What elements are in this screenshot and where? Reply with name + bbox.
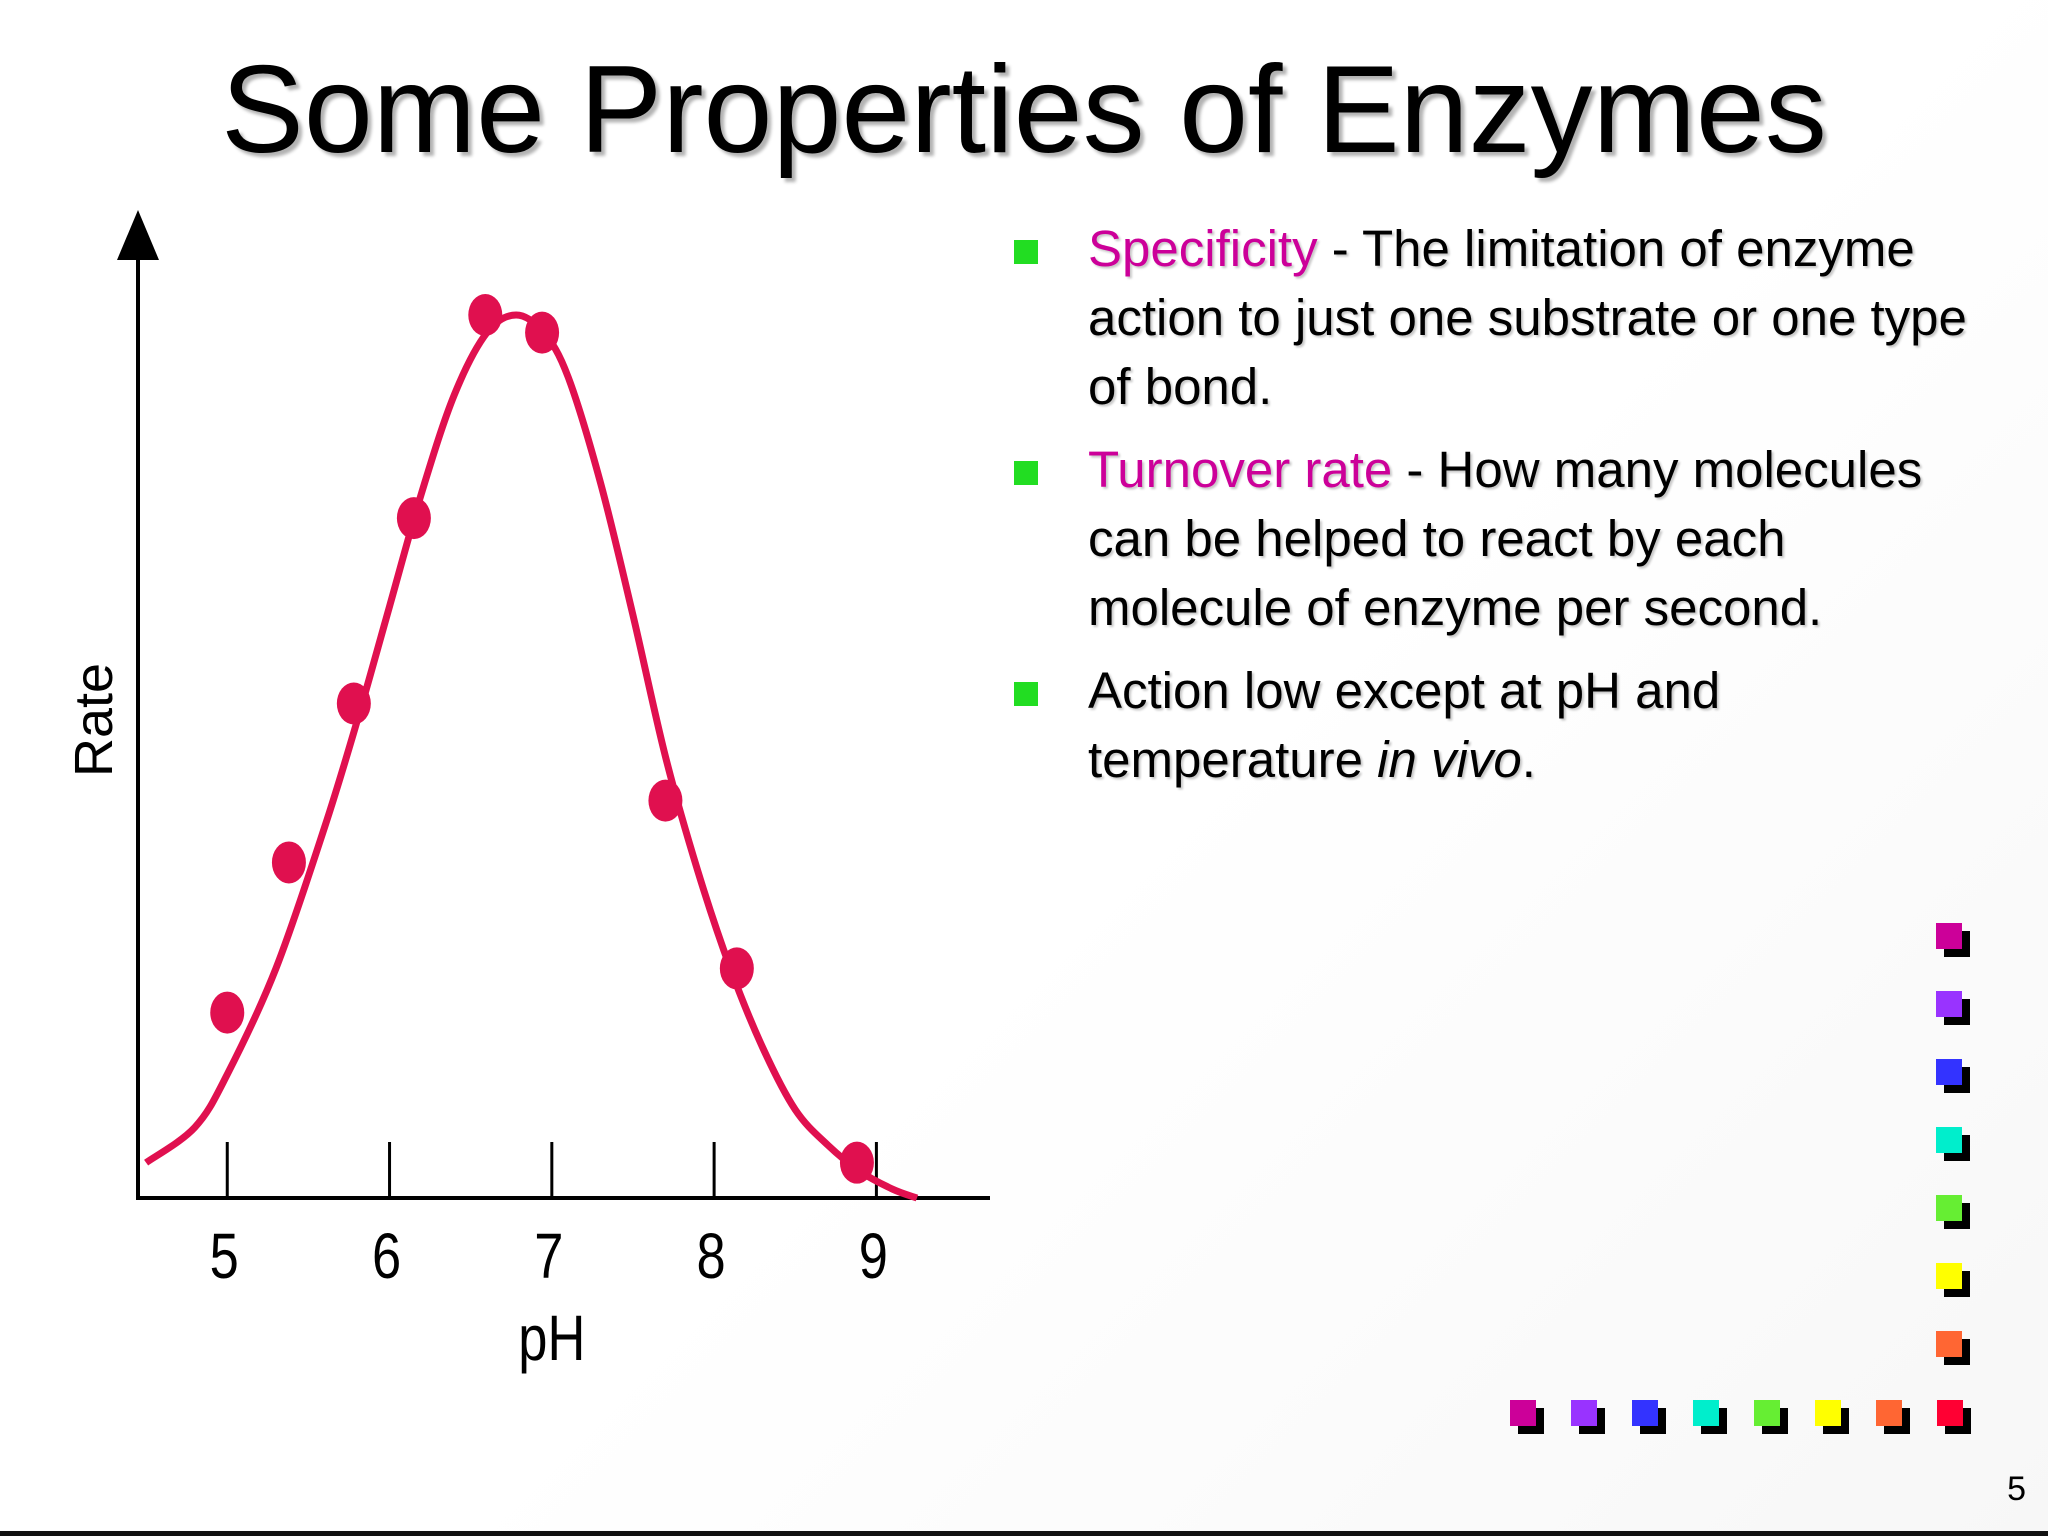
decorative-square-icon bbox=[1936, 1331, 1970, 1365]
bullet-marker-icon bbox=[1014, 461, 1038, 485]
bullet-specificity: Specificity - The limitation of enzyme a… bbox=[1000, 214, 2000, 421]
decorative-square-icon bbox=[1693, 1400, 1727, 1434]
bullet-text-end: . bbox=[1521, 731, 1536, 788]
slide-title: Some Properties of Enzymes bbox=[221, 41, 1827, 179]
decorative-square-icon bbox=[1936, 1263, 1970, 1297]
x-tick-label: 9 bbox=[859, 1221, 888, 1292]
y-axis-arrow-icon bbox=[117, 210, 159, 260]
decorative-square-icon bbox=[1632, 1400, 1666, 1434]
decorative-square-icon bbox=[1754, 1400, 1788, 1434]
x-tick-label: 6 bbox=[372, 1221, 401, 1292]
decorative-square-icon bbox=[1510, 1400, 1544, 1434]
data-point bbox=[271, 841, 306, 884]
bullet-action: Action low except at pH and temperature … bbox=[1000, 656, 2000, 794]
data-point bbox=[719, 947, 754, 990]
data-point bbox=[396, 497, 431, 540]
data-point bbox=[468, 294, 503, 336]
bullet-marker-icon bbox=[1014, 240, 1038, 264]
x-tick-label: 8 bbox=[697, 1221, 726, 1292]
bottom-rule bbox=[0, 1531, 2048, 1536]
data-point bbox=[210, 991, 245, 1034]
decorative-square-icon bbox=[1936, 1127, 1970, 1161]
decorative-square-icon bbox=[1815, 1400, 1849, 1434]
bullet-marker-icon bbox=[1014, 682, 1038, 706]
y-axis-label: Rate bbox=[64, 663, 124, 777]
decorative-square-icon bbox=[1936, 1059, 1970, 1093]
x-tick-label: 7 bbox=[534, 1221, 563, 1292]
bullet-list: Specificity - The limitation of enzyme a… bbox=[1000, 214, 2000, 808]
data-point bbox=[648, 779, 683, 822]
data-point bbox=[336, 682, 371, 725]
bullet-text: - How many molecules can be helped to re… bbox=[1088, 441, 1923, 636]
fit-curve bbox=[144, 311, 919, 1202]
bullet-term: Turnover rate bbox=[1088, 441, 1393, 498]
ph-rate-chart: 5 6 7 8 9 pH Rate bbox=[64, 210, 990, 1374]
decorative-square-icon bbox=[1936, 923, 1970, 957]
decorative-square-icon bbox=[1936, 1195, 1970, 1229]
x-axis-label: pH bbox=[518, 1303, 585, 1374]
bullet-italic-text: in vivo bbox=[1377, 731, 1522, 788]
chart-labels: 5 6 7 8 9 pH Rate bbox=[64, 663, 888, 1374]
data-point bbox=[525, 311, 560, 354]
x-tick-label: 5 bbox=[210, 1221, 239, 1292]
bullet-term: Specificity bbox=[1088, 220, 1318, 277]
bullet-text: Action low except at pH and temperature bbox=[1088, 662, 1721, 788]
decorative-square-icon bbox=[1936, 991, 1970, 1025]
decorative-square-icon bbox=[1937, 1400, 1971, 1434]
chart-axes bbox=[117, 210, 990, 1200]
decorative-square-icon bbox=[1571, 1400, 1605, 1434]
bullet-turnover-rate: Turnover rate - How many molecules can b… bbox=[1000, 435, 2000, 642]
data-point bbox=[839, 1141, 874, 1184]
page-number: 5 bbox=[2007, 1470, 2026, 1508]
bullet-text: - The limitation of enzyme action to jus… bbox=[1088, 220, 1967, 415]
chart-marks bbox=[144, 294, 919, 1202]
decorative-square-icon bbox=[1876, 1400, 1910, 1434]
